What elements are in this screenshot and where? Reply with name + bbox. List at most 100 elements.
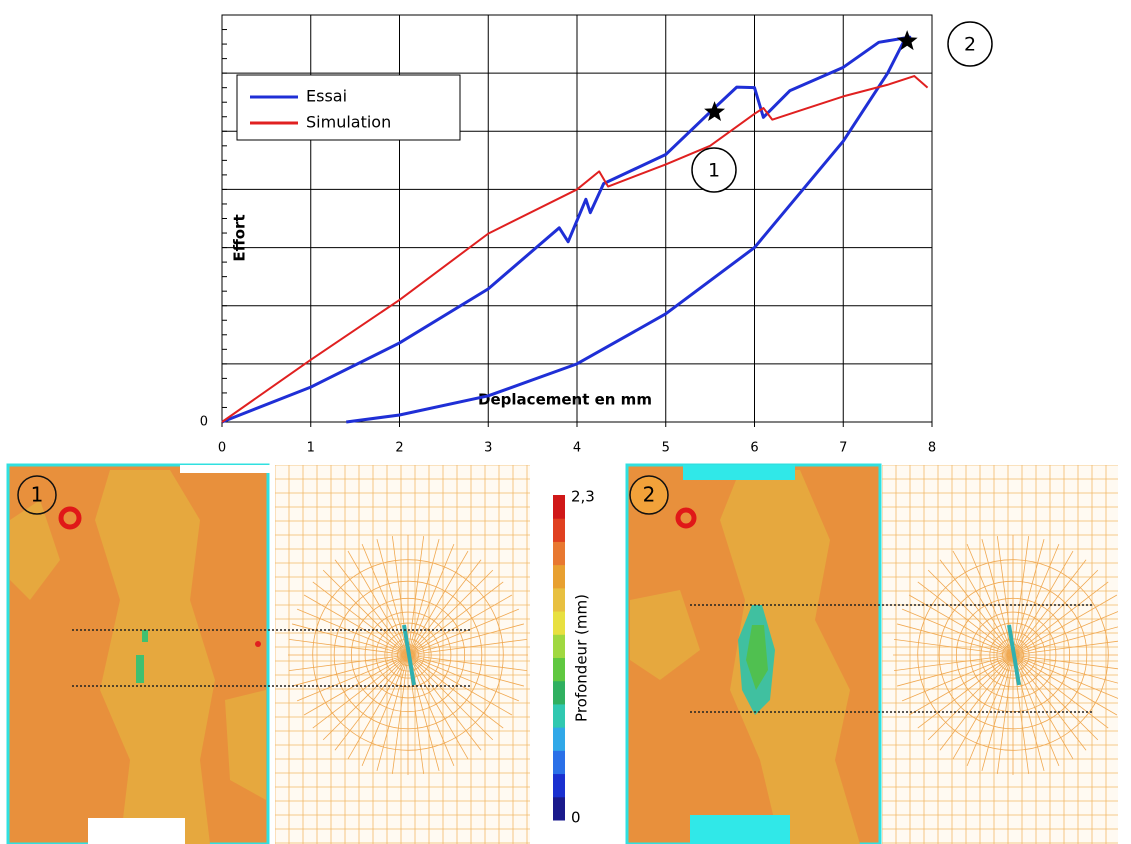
colorbar-step [553,657,565,682]
annotation-circle [691,147,737,193]
mesh-ring [955,597,1071,713]
mesh-line [981,654,1014,772]
panel-label-circle [17,475,57,515]
scan-image [6,463,270,844]
mesh-line [1012,654,1074,760]
colorbar-title: Profondeur (mm) [573,594,591,722]
scan-image [625,463,882,844]
colorbar-step [553,564,565,589]
star-marker [704,101,726,121]
mesh-line [407,654,513,716]
annotation: 2 [964,34,976,56]
mesh-line [1012,654,1087,751]
mesh-ring [375,622,441,688]
mesh-line [303,654,409,716]
mesh-ring [364,611,452,699]
x-tick-label: 2 [395,441,403,456]
mesh-line [901,654,1014,702]
colorbar-step [553,773,565,798]
colorbar-tick-label: 2,3 [571,488,595,506]
mesh-line [1012,654,1118,670]
mesh-line [1012,569,1099,656]
colorbar-tick-label: 0 [571,809,581,827]
mesh-line [407,638,528,656]
mesh-line [312,581,409,656]
mesh-line [407,654,528,672]
mesh-line [1012,581,1109,656]
mesh-line [981,538,1014,656]
x-tick-label: 8 [928,441,936,456]
x-axis-label: Deplacement en mm [478,391,652,409]
mesh-image [882,465,1118,844]
data-line [221,75,929,423]
mesh-line [917,654,1014,729]
mesh-line [407,654,494,741]
mesh-line [1012,654,1118,716]
mesh-ring [980,622,1046,688]
mesh-ring [333,580,483,730]
mesh-line [407,559,482,656]
mesh-line [334,559,409,656]
mesh-line [1012,640,1118,656]
mesh-line [1012,535,1030,656]
colorbar-step [553,587,565,612]
guide-lines [72,604,1092,713]
y-tick-label: 0 [200,415,208,430]
mesh-line [407,654,520,702]
mesh-line [376,654,409,772]
mesh-line [952,550,1014,656]
mesh-line [896,654,1014,687]
mesh-line [291,623,409,656]
colorbar-step [553,750,565,775]
mesh-line [1012,654,1060,767]
mesh-line [1012,543,1060,656]
mesh-line [407,654,525,687]
mesh-line [927,569,1014,656]
colorbar-step [553,727,565,751]
mesh-line [407,543,455,656]
mesh-ring [969,611,1057,699]
mesh-line [407,654,504,729]
mesh-line [927,654,1014,741]
colorbar-step [553,495,565,519]
mesh-bg [882,465,1118,844]
x-tick-label: 7 [839,441,847,456]
mesh-ring [989,631,1037,679]
mesh-line [407,550,469,656]
x-tick-label: 6 [750,441,758,456]
mesh-ring [917,559,1109,751]
crack [1007,624,1021,686]
mesh-ring [312,559,504,751]
x-tick-label: 0 [218,441,226,456]
mesh-line [966,654,1014,767]
mesh-line [334,654,409,751]
mesh-line [288,638,409,656]
panel-label: 1 [31,483,44,507]
panel-label: 2 [643,483,656,507]
mesh-line [1012,550,1074,656]
crack [402,624,416,686]
mesh-line [1012,626,1118,656]
mesh-line [347,654,409,760]
mesh-line [893,638,1014,656]
colorbar: 0 2,3 Profondeur (mm) [553,488,595,827]
mesh-ring [938,580,1088,730]
panel-label-circle [629,475,669,515]
mesh-line [361,654,409,767]
mesh-line [296,608,409,656]
mesh-line [391,654,409,775]
colorbar-step [553,703,565,728]
y-axis-label: Effort [231,214,249,261]
colorbar-step [553,796,565,821]
annotation: 1 [708,160,720,182]
mesh-line [1012,559,1087,656]
legend-label: Simulation [306,113,391,132]
data-line [221,35,912,424]
mesh-line [1012,594,1118,656]
x-tick-label: 5 [662,441,670,456]
star-marker [896,30,918,51]
annotation-circle [947,21,993,67]
mesh-line [901,608,1014,656]
